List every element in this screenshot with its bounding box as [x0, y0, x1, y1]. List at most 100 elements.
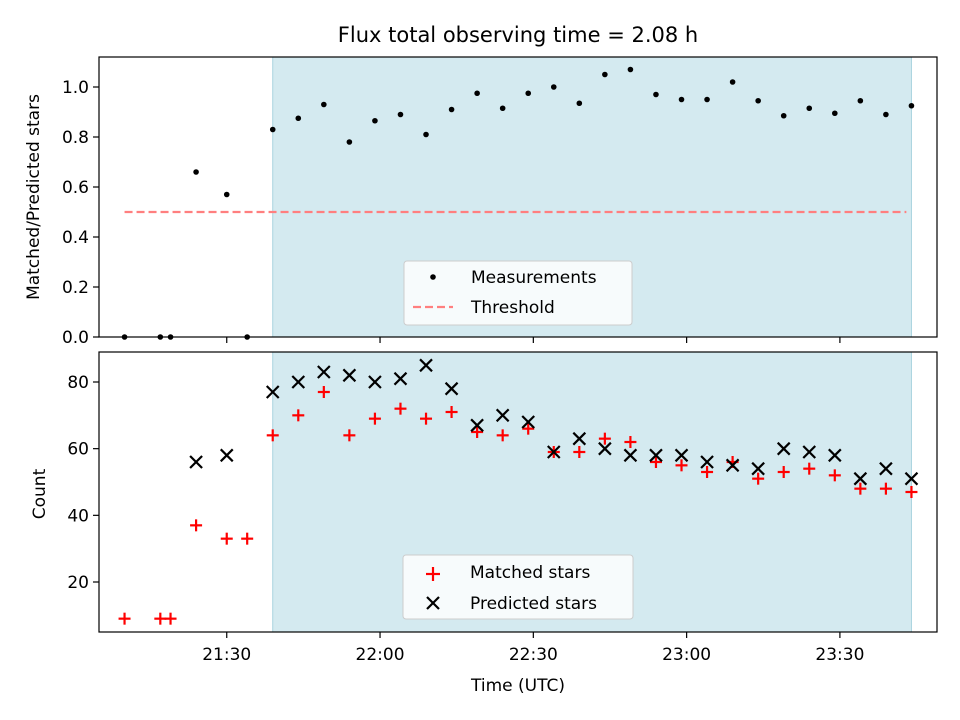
measurement-point — [448, 106, 455, 113]
predicted-star-b — [470, 418, 484, 433]
predicted-star-b — [879, 461, 893, 476]
predicted-star-point — [623, 448, 638, 463]
predicted-star-b — [725, 458, 740, 473]
predicted-star-b — [265, 385, 280, 399]
matched-star-point — [292, 409, 305, 422]
predicted-star-point — [649, 448, 663, 463]
predicted-star-b — [802, 445, 817, 459]
predicted-star-point — [776, 441, 791, 456]
measurement-point — [576, 100, 583, 107]
measurement-point — [423, 131, 429, 138]
matched-star-point — [266, 429, 279, 442]
legend-predicted-label: Predicted stars — [470, 594, 597, 614]
top-panel: Flux total observing time = 2.08 h 0.0 0.… — [24, 23, 938, 348]
matched-star-point — [649, 456, 662, 468]
bottom-legend: Matched stars Predicted stars — [402, 554, 634, 620]
matched-star-point — [220, 532, 233, 545]
measurement-point — [780, 112, 787, 119]
measurement-point — [908, 102, 915, 109]
predicted-star-point — [219, 448, 234, 463]
top-y-tick-label: 0.4 — [62, 228, 89, 248]
predicted-star-b — [521, 415, 535, 429]
predicted-star-b — [828, 448, 842, 463]
measurement-point — [832, 110, 838, 117]
legend-measurements-label: Measurements — [471, 268, 597, 288]
top-y-tick-label: 0.8 — [62, 128, 89, 148]
matched-star-point — [573, 446, 586, 458]
predicted-star-point — [904, 471, 919, 486]
measurement-point — [474, 90, 480, 97]
matched-star-point — [368, 412, 381, 425]
measurement-point — [729, 79, 736, 85]
predicted-star-b — [368, 375, 382, 389]
measurement-point — [883, 111, 889, 118]
legend-matched-marker — [426, 567, 440, 581]
x-tick-label: 23:30 — [815, 645, 864, 665]
matched-star-point — [471, 426, 484, 438]
legend-matched-label: Matched stars — [470, 563, 590, 583]
top-y-axis-label: Matched/Predicted stars — [24, 94, 44, 300]
x-tick-label: 22:00 — [356, 645, 405, 665]
matched-star-point — [317, 386, 330, 398]
matched-star-point — [854, 482, 867, 495]
predicted-star-point — [700, 455, 714, 469]
predicted-star-b — [444, 381, 459, 396]
predicted-star-b — [317, 365, 331, 379]
matched-star-point — [445, 406, 458, 418]
predicted-star-b — [546, 445, 561, 459]
x-tick-label: 23:00 — [662, 645, 711, 665]
measurement-point — [193, 169, 199, 175]
predicted-star-point — [291, 375, 306, 389]
predicted-star-point — [521, 415, 535, 429]
measurement-point — [223, 191, 230, 198]
predicted-star-b — [419, 358, 433, 373]
top-y-tick-label: 0.0 — [62, 328, 89, 348]
measurement-point — [806, 105, 813, 112]
predicted-star-point — [546, 445, 561, 459]
predicted-star-b — [495, 408, 510, 423]
legend-predicted-marker — [426, 596, 440, 610]
matched-star-point — [522, 422, 535, 435]
matched-star-point — [752, 472, 765, 485]
matched-star-point — [496, 429, 509, 442]
predicted-star-b — [342, 368, 357, 383]
predicted-star-point — [751, 461, 765, 476]
predicted-star-point — [495, 408, 510, 423]
bottom-y-tick-label: 20 — [67, 573, 89, 593]
measurement-point — [321, 101, 327, 108]
matched-star-point — [241, 532, 254, 545]
measurement-point — [550, 84, 557, 90]
predicted-star-b — [189, 455, 203, 469]
matched-star-point — [879, 482, 892, 495]
predicted-star-point — [598, 441, 612, 456]
predicted-star-point — [368, 375, 382, 389]
matched-star-point — [420, 412, 433, 425]
bottom-y-tick-label: 40 — [67, 506, 89, 526]
matched-star-point — [624, 436, 637, 448]
predicted-star-point — [265, 385, 280, 399]
x-tick-label: 21:30 — [202, 645, 251, 665]
bottom-legend-box — [402, 554, 634, 620]
measurement-point — [602, 71, 608, 78]
matched-star-point — [803, 462, 816, 475]
measurement-point — [397, 111, 404, 118]
predicted-star-point — [725, 458, 740, 473]
measurement-point — [499, 105, 506, 112]
chart-title: Flux total observing time = 2.08 h — [338, 23, 698, 47]
matched-star-point — [701, 466, 714, 478]
measurement-point — [704, 96, 710, 103]
matched-star-point — [343, 429, 356, 442]
matched-star-point — [598, 432, 611, 445]
matched-star-point — [828, 469, 841, 482]
predicted-star-point — [393, 371, 408, 386]
bottom-y-tick-label: 60 — [67, 440, 89, 460]
predicted-star-point — [470, 418, 484, 433]
predicted-star-b — [853, 471, 868, 486]
predicted-star-b — [700, 455, 714, 469]
predicted-star-b — [751, 461, 765, 476]
predicted-star-point — [189, 455, 203, 469]
measurement-point — [269, 126, 276, 133]
